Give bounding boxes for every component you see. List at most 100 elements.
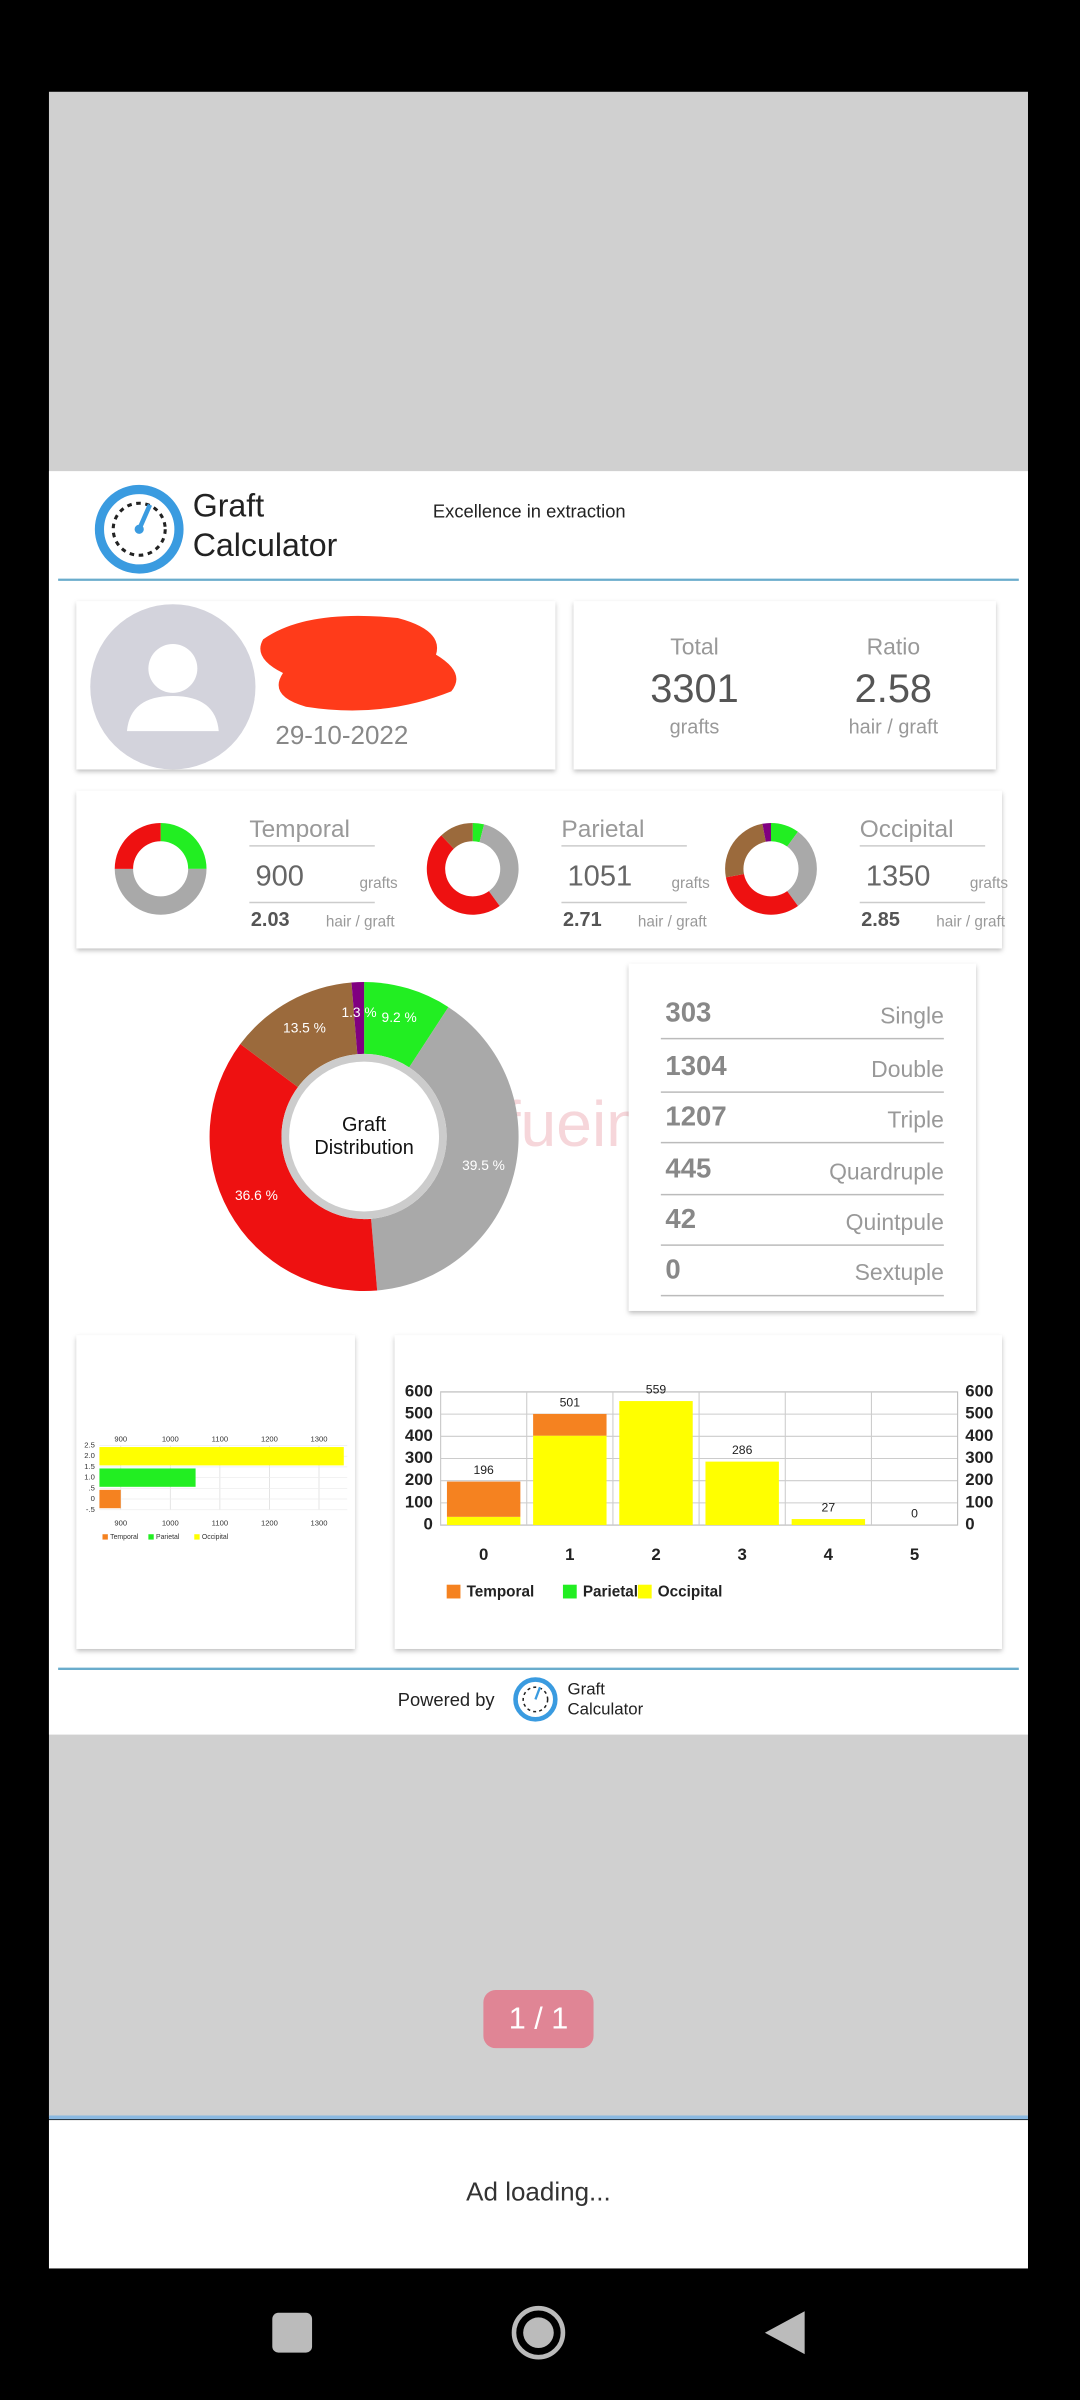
segment-label: 1.3 % — [341, 1005, 376, 1020]
legend-label: Occipital — [202, 1534, 229, 1541]
x-tick-label: 1000 — [162, 1519, 179, 1528]
ratio-unit: hair / graft — [849, 716, 939, 738]
back-button[interactable] — [764, 2311, 805, 2355]
home-button-dot — [523, 2317, 554, 2348]
x-tick-label: 1100 — [212, 1519, 228, 1528]
y-tick-label: 1.5 — [84, 1462, 95, 1471]
donut-segment — [762, 822, 771, 842]
type-name: Sextuple — [855, 1259, 944, 1285]
region-ratio-unit: hair / graft — [936, 913, 1006, 930]
y-tick-label: -.5 — [86, 1505, 95, 1514]
type-count: 445 — [665, 1152, 711, 1183]
tagline: Excellence in extraction — [433, 500, 626, 521]
type-name: Single — [880, 1002, 944, 1028]
y-tick-label: 400 — [405, 1426, 433, 1445]
y2-tick-label: 400 — [965, 1426, 993, 1445]
pie-title: Distribution — [314, 1137, 413, 1159]
summary-card — [573, 601, 996, 770]
y-tick-label: 2.5 — [84, 1441, 95, 1450]
type-count: 1304 — [665, 1050, 727, 1081]
legend-label: Temporal — [467, 1583, 535, 1600]
x-tick-label: 1300 — [311, 1519, 328, 1528]
legend-swatch — [562, 1584, 577, 1599]
segment-label: 13.5 % — [283, 1020, 326, 1035]
legend-label: Parietal — [156, 1534, 180, 1541]
date: 29-10-2022 — [275, 720, 408, 750]
donut-segment — [160, 822, 207, 869]
region-name: Occipital — [860, 816, 954, 843]
footer-logo-text: Graft — [568, 1680, 606, 1699]
y2-tick-label: 300 — [965, 1448, 993, 1467]
bar-total: 196 — [473, 1463, 494, 1477]
x-tick-label: 0 — [479, 1545, 488, 1564]
bar — [99, 1468, 196, 1487]
segment-label: 39.5 % — [462, 1158, 505, 1173]
x-tick-label: 4 — [824, 1545, 834, 1564]
donut-segment — [371, 1007, 519, 1291]
segment-label: 36.6 % — [235, 1188, 278, 1203]
bar-total: 559 — [646, 1383, 667, 1397]
legend-swatch — [194, 1534, 200, 1540]
y-tick-label: 0 — [91, 1494, 95, 1503]
y-tick-label: 1.0 — [84, 1473, 95, 1482]
donut-segment — [114, 822, 161, 869]
recents-button[interactable] — [272, 2312, 313, 2353]
donut-segment — [240, 982, 358, 1088]
donut-segment — [725, 873, 798, 915]
type-count: 1207 — [665, 1100, 726, 1131]
y-tick-label: 100 — [405, 1492, 433, 1511]
bar-segment — [619, 1401, 693, 1526]
region-name: Parietal — [561, 816, 644, 843]
legend-label: Parietal — [583, 1583, 638, 1600]
bar-segment — [791, 1519, 866, 1526]
y2-tick-label: 100 — [965, 1492, 993, 1511]
y-tick-label: .5 — [88, 1483, 94, 1492]
donut-segment — [114, 868, 207, 915]
region-ratio: 2.85 — [861, 909, 900, 931]
x-tick-label: 900 — [114, 1519, 127, 1528]
total-value: 3301 — [650, 667, 738, 711]
donut-segment — [479, 824, 519, 906]
bar-segment — [705, 1461, 779, 1526]
y-tick-label: 2.0 — [84, 1451, 95, 1460]
region-grafts: 900 — [255, 861, 303, 893]
x-tick-label: 1100 — [212, 1434, 228, 1443]
donut-segment — [426, 835, 500, 915]
bar-segment — [446, 1516, 521, 1526]
home-button[interactable] — [511, 2305, 566, 2360]
ratio-chart-card — [76, 1335, 355, 1649]
bar-segment — [533, 1435, 607, 1526]
legend-swatch — [446, 1584, 461, 1599]
y-tick-label: 200 — [405, 1470, 433, 1489]
bar — [99, 1489, 121, 1509]
y2-tick-label: 200 — [965, 1470, 993, 1489]
types-card — [628, 963, 976, 1311]
footer-logo — [513, 1677, 558, 1722]
y-tick-label: 600 — [405, 1381, 433, 1400]
legend-swatch — [102, 1534, 108, 1540]
region-grafts: 1350 — [866, 861, 931, 893]
logo-text: Calculator — [193, 527, 338, 563]
regions-card — [76, 790, 1002, 949]
redaction — [260, 615, 457, 711]
region-grafts-unit: grafts — [672, 875, 711, 892]
bar — [99, 1447, 344, 1466]
y-tick-label: 300 — [405, 1448, 433, 1467]
x-tick-label: 2 — [651, 1545, 660, 1564]
legend-label: Occipital — [658, 1583, 723, 1600]
y-tick-label: 500 — [405, 1404, 433, 1423]
ratio-value: 2.58 — [855, 667, 932, 711]
type-name: Double — [871, 1056, 944, 1082]
type-count: 303 — [665, 996, 711, 1027]
donut-segment — [364, 982, 449, 1068]
region-ratio-unit: hair / graft — [638, 913, 708, 930]
footer-logo-text: Calculator — [568, 1700, 644, 1719]
region-grafts-unit: grafts — [359, 875, 398, 892]
divider — [48, 2115, 1028, 2120]
ad-area — [48, 2120, 1028, 2269]
x-tick-label: 1200 — [261, 1519, 278, 1528]
bar-total: 501 — [560, 1395, 581, 1409]
ad-text: Ad loading... — [466, 2176, 611, 2206]
legend-swatch — [148, 1534, 154, 1540]
